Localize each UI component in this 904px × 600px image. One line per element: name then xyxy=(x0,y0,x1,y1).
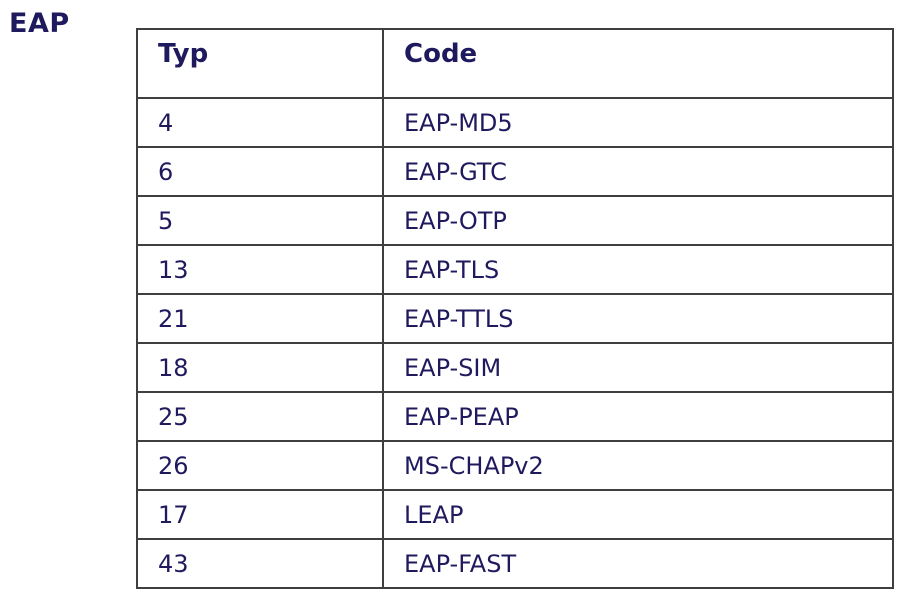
table-header-row: Typ Code xyxy=(136,28,894,99)
table-row: 26 MS-CHAPv2 xyxy=(136,440,894,491)
code-cell: MS-CHAPv2 xyxy=(382,440,894,491)
typ-cell: 18 xyxy=(136,342,384,393)
table-row: 21 EAP-TTLS xyxy=(136,293,894,344)
typ-cell: 5 xyxy=(136,195,384,246)
column-header-code: Code xyxy=(382,28,894,99)
typ-cell: 17 xyxy=(136,489,384,540)
code-cell: EAP-FAST xyxy=(382,538,894,589)
typ-cell: 43 xyxy=(136,538,384,589)
eap-type-table: Typ Code 4 EAP-MD5 6 EAP-GTC 5 EAP-OTP 1… xyxy=(136,28,894,589)
table-row: 13 EAP-TLS xyxy=(136,244,894,295)
code-cell: EAP-OTP xyxy=(382,195,894,246)
table-row: 6 EAP-GTC xyxy=(136,146,894,197)
code-cell: LEAP xyxy=(382,489,894,540)
code-cell: EAP-SIM xyxy=(382,342,894,393)
page-title: EAP xyxy=(9,8,70,39)
table-row: 4 EAP-MD5 xyxy=(136,97,894,148)
typ-cell: 13 xyxy=(136,244,384,295)
typ-cell: 25 xyxy=(136,391,384,442)
code-cell: EAP-PEAP xyxy=(382,391,894,442)
table-row: 25 EAP-PEAP xyxy=(136,391,894,442)
typ-cell: 6 xyxy=(136,146,384,197)
table-row: 5 EAP-OTP xyxy=(136,195,894,246)
code-cell: EAP-GTC xyxy=(382,146,894,197)
code-cell: EAP-MD5 xyxy=(382,97,894,148)
code-cell: EAP-TTLS xyxy=(382,293,894,344)
table-row: 43 EAP-FAST xyxy=(136,538,894,589)
table-row: 18 EAP-SIM xyxy=(136,342,894,393)
code-cell: EAP-TLS xyxy=(382,244,894,295)
table-row: 17 LEAP xyxy=(136,489,894,540)
column-header-typ: Typ xyxy=(136,28,384,99)
typ-cell: 21 xyxy=(136,293,384,344)
typ-cell: 4 xyxy=(136,97,384,148)
typ-cell: 26 xyxy=(136,440,384,491)
